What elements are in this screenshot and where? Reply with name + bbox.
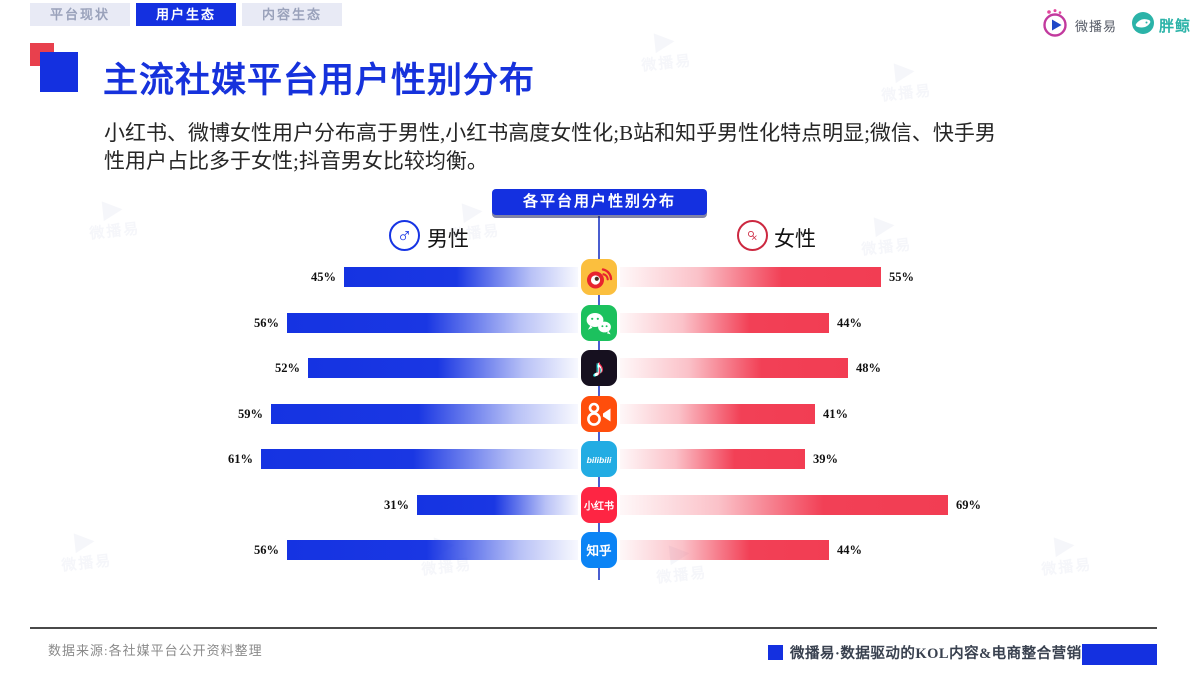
footer-brand-bar (1082, 644, 1157, 665)
zhihu-icon: 知乎 (580, 531, 618, 569)
female-value-label: 44% (837, 315, 862, 330)
chart-title-badge: 各平台用户性别分布 (492, 189, 707, 215)
female-bar-bilibili (620, 449, 805, 469)
xiaohongshu-icon: 小红书 (580, 486, 618, 524)
female-value-label: 69% (956, 497, 981, 512)
svg-text:♪: ♪ (593, 355, 605, 382)
tab-user-ecology[interactable]: 用户生态 (136, 3, 236, 26)
weiboyi-watermark: ▶微播易 (60, 524, 114, 575)
male-bar-wechat (287, 312, 578, 333)
svg-text:♪: ♪ (591, 356, 603, 383)
svg-text:♪: ♪ (592, 356, 604, 383)
wechat-icon (580, 304, 618, 342)
female-value-label: 55% (889, 270, 914, 284)
data-source-note: 数据来源:各社媒平台公开资料整理 (48, 643, 263, 658)
male-bar-weibo (344, 267, 578, 287)
female-value-label: 44% (837, 543, 862, 557)
footer-divider (30, 627, 1157, 629)
svg-text:bilibili: bilibili (587, 455, 612, 465)
tab-content-ecology[interactable]: 内容生态 (242, 3, 342, 26)
title-accent-blue-square (40, 52, 78, 92)
male-bar-bilibili (261, 449, 578, 469)
subtitle: 小红书、微博女性用户分布高于男性,小红书高度女性化;B站和知乎男性化特点明显;微… (104, 119, 1164, 175)
female-bar-douyin (620, 358, 848, 378)
male-value-label: 52% (275, 361, 300, 375)
male-bar-xiaohongshu (417, 494, 578, 515)
female-bar-xiaohongshu (620, 494, 948, 515)
whale-icon (1131, 11, 1155, 40)
pangjing-logo: 胖鲸 (1131, 11, 1191, 40)
male-value-label: 45% (311, 270, 336, 284)
male-value-label: 56% (254, 543, 279, 557)
legend-female-label: 女性 (774, 228, 816, 251)
logo-group: 微播易 胖鲸 (1040, 8, 1191, 43)
legend-male-label: 男性 (427, 228, 469, 251)
female-value-label: 48% (856, 361, 881, 375)
bilibili-icon: bilibili (580, 440, 618, 478)
female-bar-weibo (620, 267, 881, 287)
page-title: 主流社媒平台用户性别分布 (103, 61, 536, 100)
female-value-label: 39% (813, 452, 838, 466)
weiboyi-watermark: ▶微播易 (1040, 528, 1094, 579)
weiboyi-watermark: ▶微播易 (880, 54, 934, 105)
weiboyi-watermark: ▶微播易 (640, 24, 694, 75)
weiboyi-logo: 微播易 (1040, 8, 1117, 43)
subtitle-line-2: 性用户占比多于女性;抖音男女比较均衡。 (104, 149, 488, 173)
subtitle-line-1: 小红书、微博女性用户分布高于男性,小红书高度女性化;B站和知乎男性化特点明显;微… (104, 121, 996, 145)
female-value-label: 41% (823, 406, 848, 421)
weiboyi-watermark: ▶微播易 (860, 208, 914, 259)
footer-brand-square (768, 645, 783, 660)
douyin-icon: ♪ ♪ ♪ (580, 349, 618, 387)
male-bar-kuaishou (271, 403, 578, 424)
svg-text:小红书: 小红书 (583, 499, 614, 512)
svg-text:知乎: 知乎 (585, 543, 612, 558)
male-value-label: 56% (254, 315, 279, 330)
male-bar-zhihu (287, 540, 578, 560)
tab-platform-status[interactable]: 平台现状 (30, 3, 130, 26)
male-value-label: 59% (238, 406, 263, 421)
weiboyi-play-icon (1040, 8, 1070, 43)
male-bar-douyin (308, 358, 578, 378)
pangjing-logo-label: 胖鲸 (1159, 17, 1192, 35)
female-bar-kuaishou (620, 403, 815, 424)
weiboyi-watermark: ▶微播易 (88, 192, 142, 243)
female-bar-wechat (620, 312, 829, 333)
male-value-label: 31% (384, 497, 409, 512)
kuaishou-icon (580, 395, 618, 433)
female-bar-zhihu (620, 540, 829, 560)
female-symbol-icon: ♀ (737, 220, 768, 251)
footer-brand-text: 微播易·数据驱动的KOL内容&电商整合营销平台 (790, 646, 1112, 662)
weibo-icon (580, 258, 618, 296)
male-symbol-icon: ♂ (389, 220, 420, 251)
male-value-label: 61% (228, 452, 253, 466)
weiboyi-logo-label: 微播易 (1075, 18, 1118, 34)
